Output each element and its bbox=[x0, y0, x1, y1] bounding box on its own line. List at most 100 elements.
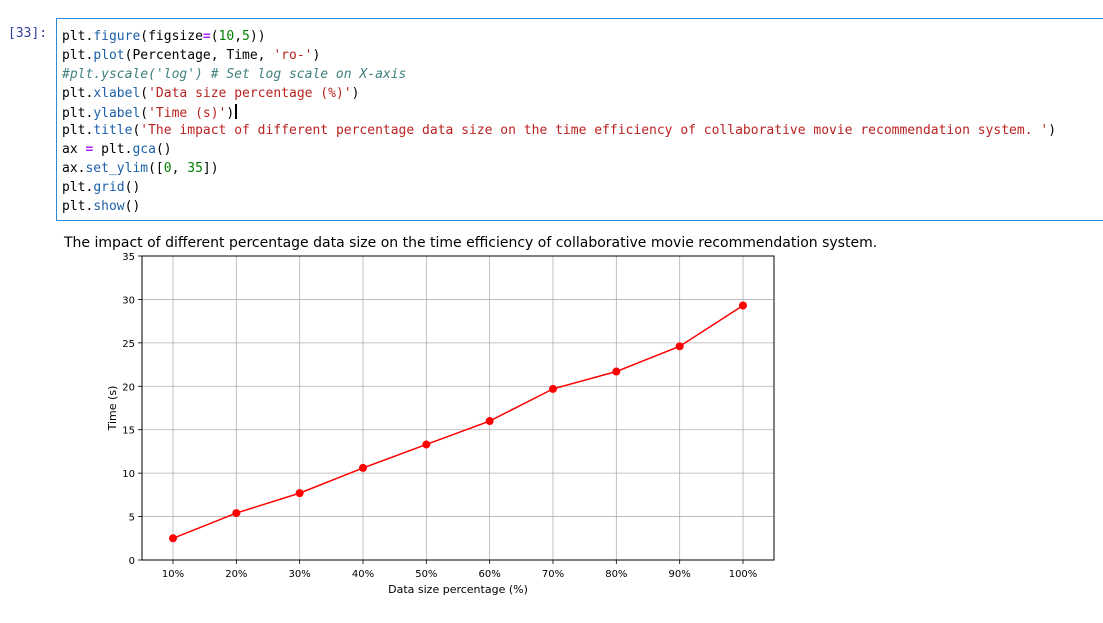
code-token: ) bbox=[351, 85, 360, 101]
data-point bbox=[295, 489, 304, 498]
code-token: plt. bbox=[62, 47, 94, 63]
code-token: 5 bbox=[242, 29, 250, 44]
code-token: plt. bbox=[62, 123, 94, 139]
plot-frame bbox=[141, 255, 775, 561]
code-token: , bbox=[171, 161, 188, 177]
code-token: ax. bbox=[62, 161, 86, 177]
x-tick-label: 100% bbox=[729, 569, 758, 580]
data-point bbox=[485, 417, 494, 426]
code-token: () bbox=[124, 199, 141, 215]
x-tick-label: 70% bbox=[542, 569, 564, 580]
code-token: ) bbox=[1048, 123, 1057, 139]
code-token: plt. bbox=[62, 105, 94, 121]
code-line[interactable]: plt.title('The impact of different perce… bbox=[62, 122, 1056, 141]
code-token: plt. bbox=[62, 85, 94, 101]
grid-lines bbox=[142, 256, 774, 560]
line-chart: 0 5 10 15 20 25 30 35 10% 20% 30% 40% 50% 60% 70% 80% 90… bbox=[63, 235, 877, 596]
code-token: ylabel bbox=[93, 105, 141, 121]
code-line[interactable]: plt.plot(Percentage, Time, 'ro-') bbox=[62, 47, 1056, 66]
code-token: ([ bbox=[148, 161, 164, 177]
cell-output: 0 5 10 15 20 25 30 35 10% 20% 30% 40% 50% 60% 70% 80% 90… bbox=[56, 222, 1103, 618]
code-token: = bbox=[85, 142, 94, 158]
code-token: (figsize bbox=[140, 29, 203, 44]
code-token: grid bbox=[93, 180, 125, 196]
code-line[interactable]: #plt.yscale('log') # Set log scale on X-… bbox=[62, 66, 1056, 85]
code-token: ]) bbox=[202, 161, 219, 177]
data-point bbox=[549, 384, 557, 393]
series-time bbox=[169, 301, 747, 543]
code-token: 10 bbox=[218, 29, 235, 44]
code-token: 'Time (s)' bbox=[148, 105, 227, 121]
code-token: ) bbox=[312, 47, 321, 63]
y-tick-label: 35 bbox=[122, 252, 135, 263]
y-tick-label: 10 bbox=[122, 469, 135, 480]
code-line[interactable]: plt.figure(figsize=(10,5)) bbox=[62, 28, 1056, 47]
data-point bbox=[169, 534, 177, 543]
x-tick-label: 50% bbox=[415, 569, 437, 580]
data-point bbox=[612, 367, 621, 376]
code-token: gca bbox=[132, 142, 156, 158]
code-token: 'ro-' bbox=[273, 47, 313, 63]
y-tick-label: 30 bbox=[122, 295, 135, 306]
y-axis-label: Time (s) bbox=[106, 386, 119, 432]
code-line[interactable]: plt.ylabel('Time (s)') bbox=[62, 103, 1056, 123]
x-tick-label: 80% bbox=[605, 569, 627, 580]
code-token: ( bbox=[210, 29, 219, 44]
code-token: ( bbox=[140, 85, 149, 101]
code-token: 0 bbox=[163, 161, 172, 177]
code-token: ) bbox=[226, 105, 235, 121]
code-token: (Percentage, Time, bbox=[124, 47, 274, 63]
data-point bbox=[359, 463, 367, 472]
x-axis-label: Data size percentage (%) bbox=[388, 583, 528, 596]
code-token: plot bbox=[93, 47, 125, 63]
chart-title: The impact of different percentage data … bbox=[63, 235, 877, 251]
x-tick-label: 90% bbox=[669, 569, 691, 580]
data-point bbox=[739, 301, 747, 310]
axis-ticks: 0 5 10 15 20 25 30 35 10% 20% 30% 40% 50% 60% 70% 80% 90… bbox=[122, 252, 757, 580]
y-tick-label: 5 bbox=[129, 513, 135, 524]
x-tick-label: 60% bbox=[479, 569, 501, 580]
code-token: plt. bbox=[93, 142, 133, 158]
cell-prompt: [33]: bbox=[8, 26, 48, 41]
code-token: )) bbox=[249, 29, 266, 44]
code-token: 'The impact of different percentage data… bbox=[140, 123, 1049, 139]
code-token: = bbox=[202, 29, 211, 44]
code-token: () bbox=[155, 142, 172, 158]
code-token: () bbox=[124, 180, 141, 196]
code-line[interactable]: ax.set_ylim([0, 35]) bbox=[62, 160, 1056, 179]
data-point bbox=[422, 440, 431, 449]
code-token: title bbox=[93, 123, 133, 139]
y-tick-label: 25 bbox=[122, 339, 135, 350]
data-point bbox=[675, 342, 684, 351]
code-cell-editor[interactable]: plt.figure(figsize=(10,5)) plt.plot(Perce… bbox=[56, 18, 1103, 221]
code-token: plt. bbox=[62, 180, 94, 196]
text-cursor bbox=[235, 103, 237, 119]
code-token: xlabel bbox=[93, 85, 141, 101]
data-point bbox=[232, 509, 241, 518]
code-token: plt. bbox=[62, 29, 94, 44]
series-line bbox=[172, 304, 744, 539]
code-token: 35 bbox=[187, 161, 203, 177]
code-line[interactable]: plt.show() bbox=[62, 198, 1056, 217]
code-token: figure bbox=[93, 29, 141, 44]
code-token: plt. bbox=[62, 199, 94, 215]
y-tick-label: 15 bbox=[122, 426, 135, 437]
code-token: ax bbox=[62, 142, 86, 158]
y-tick-label: 20 bbox=[122, 382, 135, 393]
code-line[interactable]: plt.grid() bbox=[62, 179, 1056, 198]
code-line[interactable]: ax = plt.gca() bbox=[62, 141, 1056, 160]
code-token: set_ylim bbox=[85, 161, 149, 177]
code-lines[interactable]: plt.figure(figsize=(10,5)) plt.plot(Perce… bbox=[62, 28, 1056, 217]
code-token: ( bbox=[140, 105, 149, 121]
code-token: ( bbox=[132, 123, 141, 139]
x-tick-label: 10% bbox=[162, 569, 184, 580]
x-tick-label: 20% bbox=[225, 569, 247, 580]
code-token: 'Data size percentage (%)' bbox=[148, 85, 352, 101]
code-token: #plt.yscale('log') # Set log scale on X-… bbox=[62, 66, 407, 82]
x-tick-label: 40% bbox=[352, 569, 374, 580]
y-tick-label: 0 bbox=[129, 556, 135, 567]
code-token: , bbox=[234, 29, 243, 44]
x-tick-label: 30% bbox=[289, 569, 311, 580]
code-token: show bbox=[93, 199, 125, 215]
code-line[interactable]: plt.xlabel('Data size percentage (%)') bbox=[62, 85, 1056, 104]
